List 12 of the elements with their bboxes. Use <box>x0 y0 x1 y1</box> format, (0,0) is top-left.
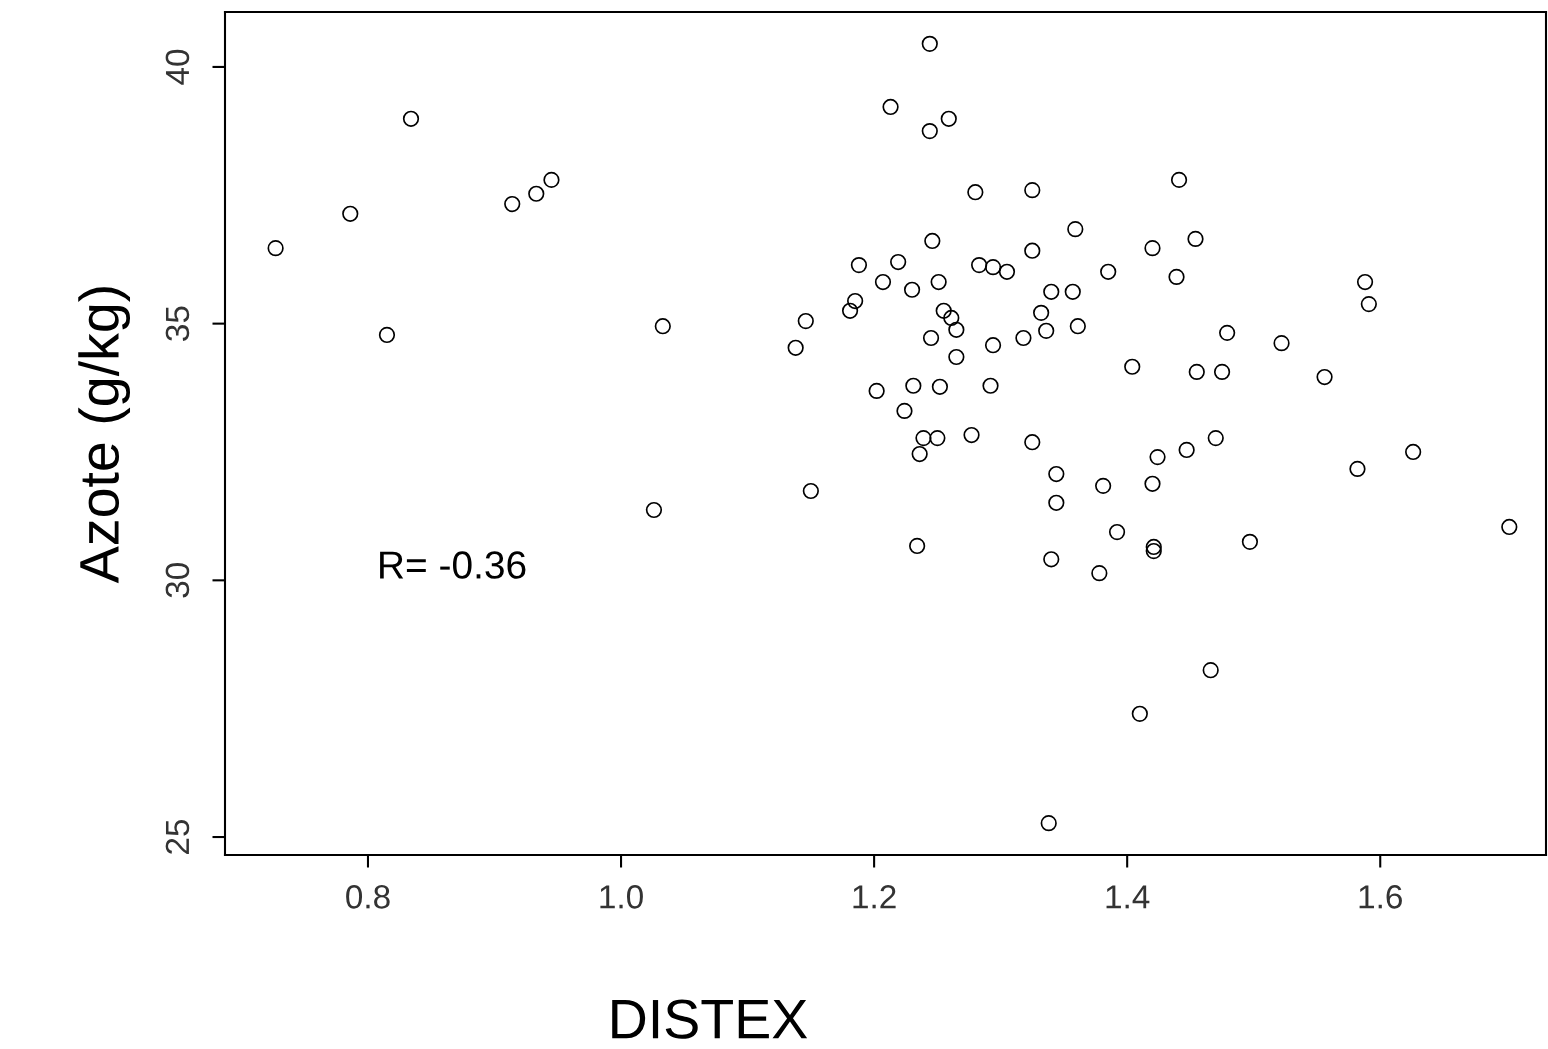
x-axis-title: DISTEX <box>612 999 808 1039</box>
x-tick-label: 1.4 <box>1106 885 1150 909</box>
x-tick-label: 0.8 <box>346 885 390 909</box>
y-tick-label: 40 <box>165 49 190 85</box>
annotation: R= -0.36 <box>380 551 526 579</box>
x-tick-label: 1.2 <box>853 885 896 909</box>
y-tick-label: 35 <box>165 306 190 341</box>
y-tick-label: 25 <box>165 819 190 854</box>
y-axis-title: Azote (g/kg) <box>78 287 131 584</box>
y-tick-label: 30 <box>165 563 190 598</box>
x-tick-label: 1.6 <box>1359 885 1402 909</box>
x-tick-label: 1.0 <box>600 885 643 909</box>
